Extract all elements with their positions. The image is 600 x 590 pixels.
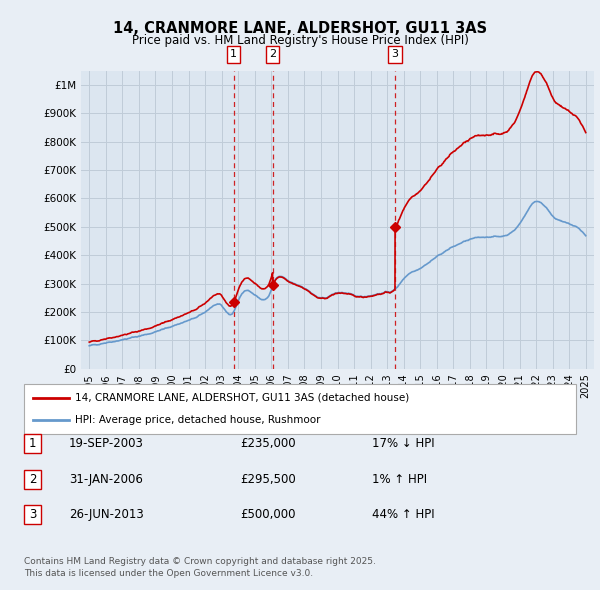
Text: 14, CRANMORE LANE, ALDERSHOT, GU11 3AS (detached house): 14, CRANMORE LANE, ALDERSHOT, GU11 3AS (…: [75, 392, 409, 402]
Text: 17% ↓ HPI: 17% ↓ HPI: [372, 437, 434, 450]
Text: £235,000: £235,000: [240, 437, 296, 450]
Text: 2: 2: [29, 473, 37, 486]
Text: Price paid vs. HM Land Registry's House Price Index (HPI): Price paid vs. HM Land Registry's House …: [131, 34, 469, 47]
Text: Contains HM Land Registry data © Crown copyright and database right 2025.
This d: Contains HM Land Registry data © Crown c…: [24, 557, 376, 578]
Text: 31-JAN-2006: 31-JAN-2006: [69, 473, 143, 486]
Text: HPI: Average price, detached house, Rushmoor: HPI: Average price, detached house, Rush…: [75, 415, 320, 425]
Text: 26-JUN-2013: 26-JUN-2013: [69, 508, 144, 521]
Text: 1: 1: [230, 50, 237, 60]
Text: 2: 2: [269, 50, 276, 60]
Text: 3: 3: [29, 508, 37, 521]
Text: 14, CRANMORE LANE, ALDERSHOT, GU11 3AS: 14, CRANMORE LANE, ALDERSHOT, GU11 3AS: [113, 21, 487, 36]
Text: 19-SEP-2003: 19-SEP-2003: [69, 437, 144, 450]
Text: 1% ↑ HPI: 1% ↑ HPI: [372, 473, 427, 486]
Text: 1: 1: [29, 437, 37, 450]
Text: 3: 3: [392, 50, 398, 60]
Text: £295,500: £295,500: [240, 473, 296, 486]
Text: £500,000: £500,000: [240, 508, 296, 521]
Text: 44% ↑ HPI: 44% ↑ HPI: [372, 508, 434, 521]
